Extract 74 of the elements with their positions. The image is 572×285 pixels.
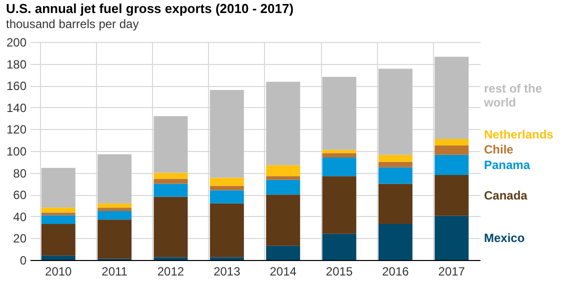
bar — [98, 154, 132, 204]
bar — [322, 234, 356, 260]
bar — [41, 168, 76, 208]
y-tick-label: 180 — [6, 57, 27, 72]
bar — [154, 178, 188, 184]
bar — [266, 176, 300, 180]
bar — [210, 186, 244, 190]
series-label: Chile — [484, 142, 514, 157]
bar — [378, 154, 412, 162]
bar — [41, 208, 76, 213]
bar — [378, 224, 412, 260]
bar — [378, 167, 412, 184]
bar — [378, 184, 412, 224]
bar — [154, 257, 188, 260]
bar — [434, 154, 469, 175]
bar — [266, 246, 300, 260]
bar — [210, 90, 244, 178]
y-tick-label: 140 — [6, 100, 27, 115]
bar — [378, 162, 412, 168]
bar — [210, 203, 244, 258]
series-label: Canada — [484, 188, 528, 202]
y-tick-label: 120 — [6, 122, 27, 137]
bar — [210, 257, 244, 260]
bar — [322, 158, 356, 176]
bar — [41, 212, 76, 216]
chart-title: U.S. annual jet fuel gross exports (2010 - 2017) — [6, 1, 294, 16]
x-tick-label: 2015 — [326, 264, 353, 278]
bar — [210, 178, 244, 186]
bar — [98, 208, 132, 211]
bar — [266, 180, 300, 195]
bar — [210, 190, 244, 204]
y-tick-label: 20 — [13, 232, 27, 246]
bar — [322, 150, 356, 154]
chart-subtitle: thousand barrels per day — [6, 17, 139, 31]
y-tick-label: 0 — [20, 254, 27, 268]
y-tick-label: 100 — [6, 144, 27, 158]
bar — [266, 165, 300, 176]
x-tick-label: 2016 — [382, 264, 410, 278]
x-tick-label: 2013 — [214, 264, 241, 278]
bar — [41, 215, 76, 224]
x-tick-label: 2012 — [157, 264, 184, 278]
bar — [266, 82, 300, 166]
x-tick-label: 2011 — [102, 264, 128, 278]
bar — [434, 146, 469, 155]
bar — [322, 76, 356, 150]
x-tick-label: 2014 — [270, 264, 297, 278]
bar — [98, 203, 132, 208]
x-tick-label: 2017 — [438, 264, 466, 278]
series-label: rest of the world — [483, 82, 542, 110]
series-label: Panama — [484, 158, 530, 172]
bar — [266, 194, 300, 246]
bar — [434, 174, 469, 216]
bar — [98, 210, 132, 220]
bar — [154, 196, 188, 258]
y-tick-label: 160 — [6, 79, 27, 94]
bar — [41, 256, 76, 260]
bar — [434, 216, 469, 260]
bar — [434, 139, 469, 146]
bar — [41, 224, 76, 256]
bar — [378, 68, 412, 155]
y-tick-label: 80 — [13, 166, 27, 180]
y-tick-label: 200 — [6, 36, 27, 50]
bar — [154, 116, 188, 173]
bar — [322, 176, 356, 234]
y-tick-label: 60 — [13, 188, 27, 202]
series-label: Netherlands — [484, 127, 554, 142]
x-tick-label: 2010 — [45, 264, 72, 278]
bar — [154, 172, 188, 179]
bar — [98, 220, 132, 259]
bar — [434, 56, 469, 140]
bar — [322, 153, 356, 158]
y-tick-label: 40 — [13, 210, 27, 224]
bar — [154, 184, 188, 197]
series-label: Mexico — [484, 230, 525, 245]
